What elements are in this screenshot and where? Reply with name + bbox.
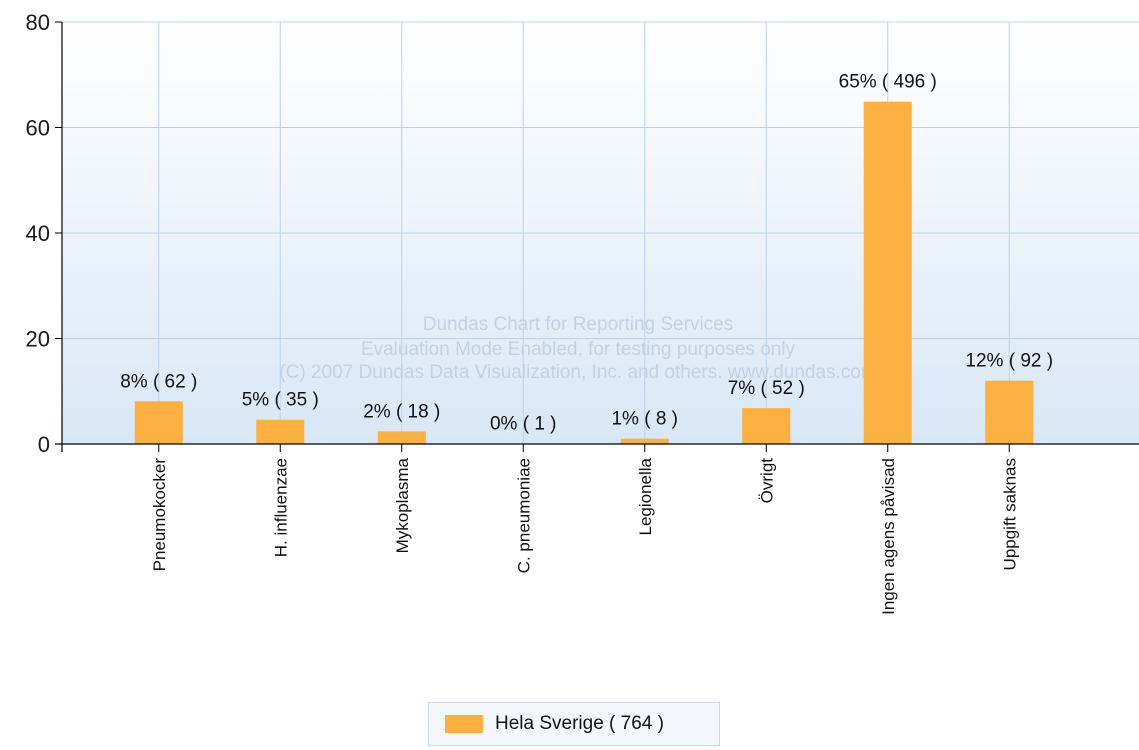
y-tick-label: 20 (26, 327, 50, 352)
data-label: 2% ( 18 ) (363, 401, 440, 422)
data-label: 7% ( 52 ) (728, 378, 805, 399)
bar (134, 401, 183, 444)
legend: Hela Sverige ( 764 ) (428, 702, 720, 746)
bar (863, 101, 912, 444)
data-label: 0% ( 1 ) (490, 413, 557, 434)
legend-swatch (445, 715, 483, 733)
watermark-line: Evaluation Mode Enabled, for testing pur… (361, 339, 796, 360)
x-tick-label: Mykoplasma (393, 457, 412, 553)
bar (620, 438, 669, 444)
x-tick-label: Uppgift saknas (1000, 458, 1019, 570)
x-tick-label: Ingen agens påvisad (879, 458, 898, 615)
watermark-line: Dundas Chart for Reporting Services (423, 314, 733, 335)
bar (256, 419, 305, 444)
data-labels: 8% ( 62 ) 5% ( 35 ) 2% ( 18 ) 0% ( 1 ) 1% ( … (120, 72, 1053, 435)
data-label: 5% ( 35 ) (242, 390, 319, 411)
data-label: 12% ( 92 ) (965, 351, 1053, 372)
x-tick-label: Övrigt (757, 458, 776, 504)
x-tick-label: H. influenzae (271, 458, 290, 557)
watermark: Dundas Chart for Reporting Services Evalu… (279, 314, 876, 383)
bar (377, 431, 426, 444)
bar (742, 408, 791, 444)
data-label: 8% ( 62 ) (120, 371, 197, 392)
bar (985, 380, 1034, 444)
axes: 0 20 40 60 80 Pneumokocker H. influenzae Mykopl… (26, 10, 1139, 615)
data-label: 65% ( 496 ) (839, 72, 937, 93)
y-tick-label: 60 (26, 116, 50, 141)
y-tick-label: 0 (38, 432, 50, 457)
bars (134, 101, 1034, 444)
x-tick-label: Legionella (636, 457, 655, 535)
legend-label: Hela Sverige ( 764 ) (495, 713, 664, 734)
x-tick-label: C. pneumoniae (514, 458, 533, 573)
x-tick-label: Pneumokocker (150, 458, 169, 572)
data-label: 1% ( 8 ) (611, 409, 678, 430)
watermark-line: (C) 2007 Dundas Data Visualization, Inc.… (279, 362, 876, 383)
y-tick-label: 40 (26, 221, 50, 246)
y-tick-label: 80 (26, 10, 50, 35)
